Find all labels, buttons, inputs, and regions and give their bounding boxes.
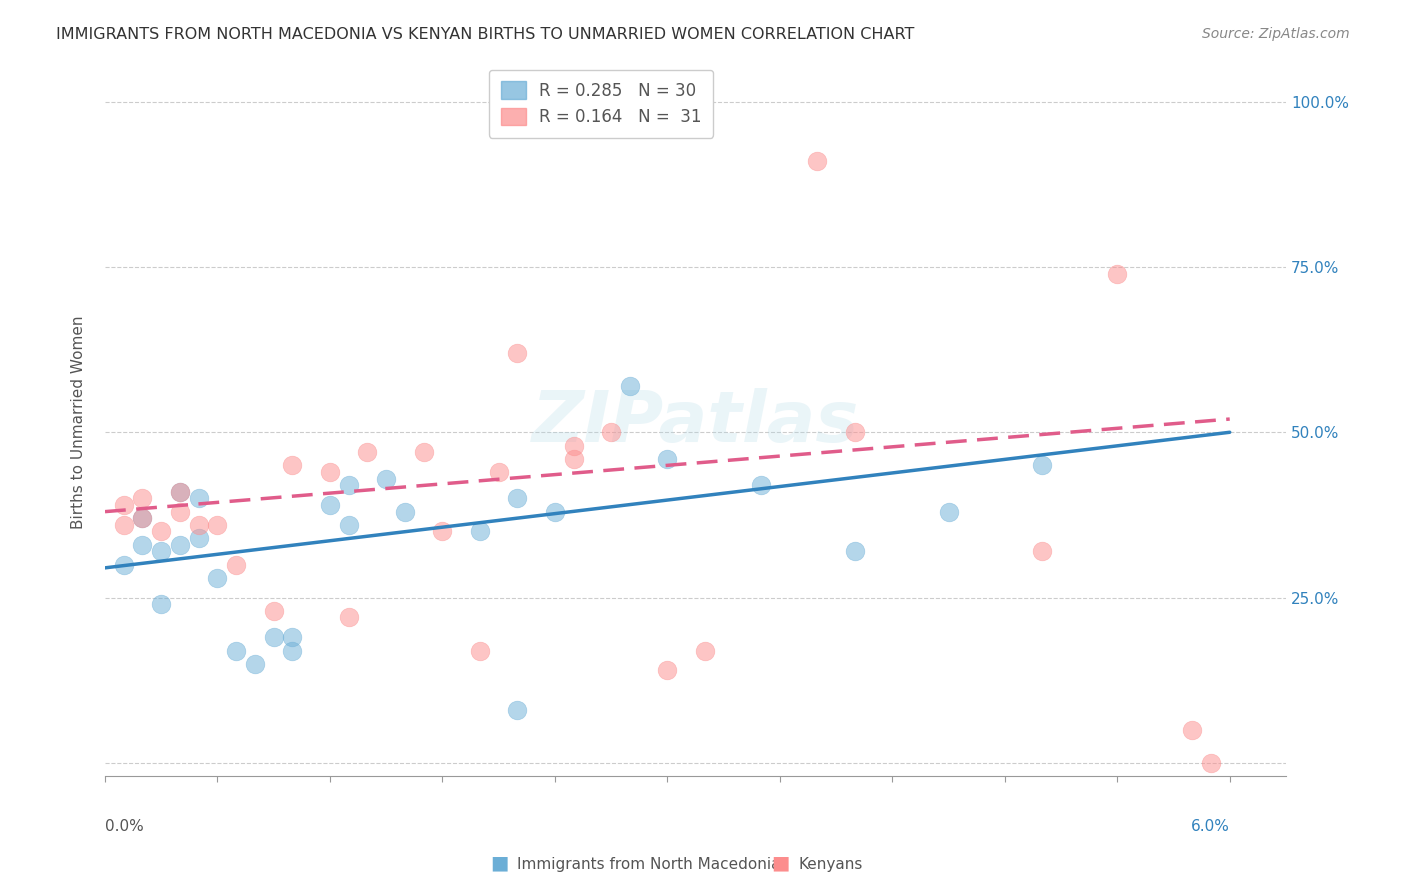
Point (225, 558, 247, 572)
Point (187, 531, 209, 545)
Point (150, 544, 173, 558)
Point (169, 484, 191, 499)
Text: 0.0%: 0.0% (105, 819, 143, 834)
Point (657, 664, 679, 678)
Point (319, 498, 342, 512)
Point (337, 517, 360, 532)
Text: 6.0%: 6.0% (1191, 819, 1230, 834)
Point (562, 438, 585, 452)
Point (844, 544, 866, 558)
Point (150, 597, 173, 611)
Point (263, 604, 285, 618)
Y-axis label: Births to Unmarried Women: Births to Unmarried Women (72, 316, 86, 529)
Point (600, 425, 623, 440)
Point (544, 505, 567, 519)
Point (1031, 544, 1053, 558)
Point (169, 538, 191, 552)
Point (394, 505, 416, 519)
Point (187, 491, 209, 506)
Point (112, 517, 135, 532)
Text: ZIPatlas: ZIPatlas (531, 388, 859, 457)
Point (131, 511, 153, 525)
Point (375, 472, 398, 486)
Point (131, 491, 153, 506)
Point (938, 505, 960, 519)
Point (844, 425, 866, 440)
Point (468, 524, 491, 539)
Point (131, 538, 153, 552)
Point (337, 610, 360, 624)
Point (207, 517, 229, 532)
Point (243, 657, 266, 671)
Point (319, 465, 342, 479)
Point (187, 517, 209, 532)
Text: Source: ZipAtlas.com: Source: ZipAtlas.com (1202, 27, 1350, 41)
Point (263, 630, 285, 644)
Text: ■: ■ (489, 854, 509, 872)
Point (657, 451, 679, 466)
Point (506, 703, 529, 717)
Point (468, 643, 491, 657)
Point (1199, 756, 1222, 770)
Point (1107, 267, 1129, 281)
Point (169, 505, 191, 519)
Point (506, 346, 529, 360)
Point (806, 154, 828, 169)
Text: Immigrants from North Macedonia: Immigrants from North Macedonia (517, 857, 780, 872)
Point (749, 478, 772, 492)
Point (506, 491, 529, 506)
Point (112, 558, 135, 572)
Point (1031, 458, 1053, 473)
Point (150, 524, 173, 539)
Point (412, 445, 434, 459)
Point (112, 498, 135, 512)
Point (225, 643, 247, 657)
Point (281, 458, 304, 473)
Point (281, 643, 304, 657)
Point (281, 630, 304, 644)
Point (131, 511, 153, 525)
Text: IMMIGRANTS FROM NORTH MACEDONIA VS KENYAN BIRTHS TO UNMARRIED WOMEN CORRELATION : IMMIGRANTS FROM NORTH MACEDONIA VS KENYA… (56, 27, 915, 42)
Point (488, 465, 510, 479)
Point (693, 643, 716, 657)
Point (562, 451, 585, 466)
Point (356, 445, 378, 459)
Legend: R = 0.285   N = 30, R = 0.164   N =  31: R = 0.285 N = 30, R = 0.164 N = 31 (489, 70, 713, 137)
Point (207, 571, 229, 585)
Point (337, 478, 360, 492)
Point (432, 524, 454, 539)
Point (619, 379, 641, 393)
Text: ■: ■ (770, 854, 790, 872)
Point (1181, 723, 1204, 737)
Point (169, 484, 191, 499)
Text: Kenyans: Kenyans (799, 857, 863, 872)
